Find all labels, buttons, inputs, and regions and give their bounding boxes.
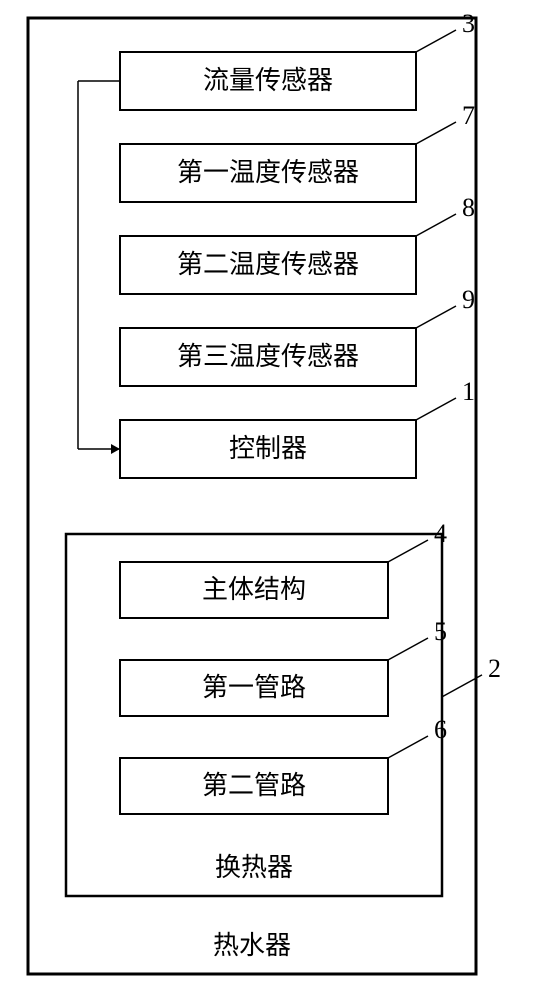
upper-callout-1-num: 7 [462, 101, 475, 130]
upper-callout-0-num: 3 [462, 9, 475, 38]
inner-callout-2-num: 6 [434, 715, 447, 744]
upper-label-2: 第二温度传感器 [177, 250, 359, 279]
inner-callout-0-num: 4 [434, 519, 447, 548]
exchanger-callout-num: 2 [488, 654, 501, 683]
inner-label-2: 第二管路 [202, 771, 306, 800]
upper-label-0: 流量传感器 [203, 66, 333, 95]
canvas-bg [0, 0, 547, 1000]
inner-callout-1-num: 5 [434, 617, 447, 646]
inner-label-0: 主体结构 [202, 575, 306, 604]
upper-callout-4-num: 1 [462, 377, 475, 406]
upper-label-1: 第一温度传感器 [177, 158, 359, 187]
outer-label: 热水器 [213, 931, 291, 960]
upper-callout-3-num: 9 [462, 285, 475, 314]
exchanger-label: 换热器 [215, 853, 293, 882]
upper-label-3: 第三温度传感器 [177, 342, 359, 371]
inner-label-1: 第一管路 [202, 673, 306, 702]
upper-callout-2-num: 8 [462, 193, 475, 222]
upper-label-4: 控制器 [229, 434, 307, 463]
